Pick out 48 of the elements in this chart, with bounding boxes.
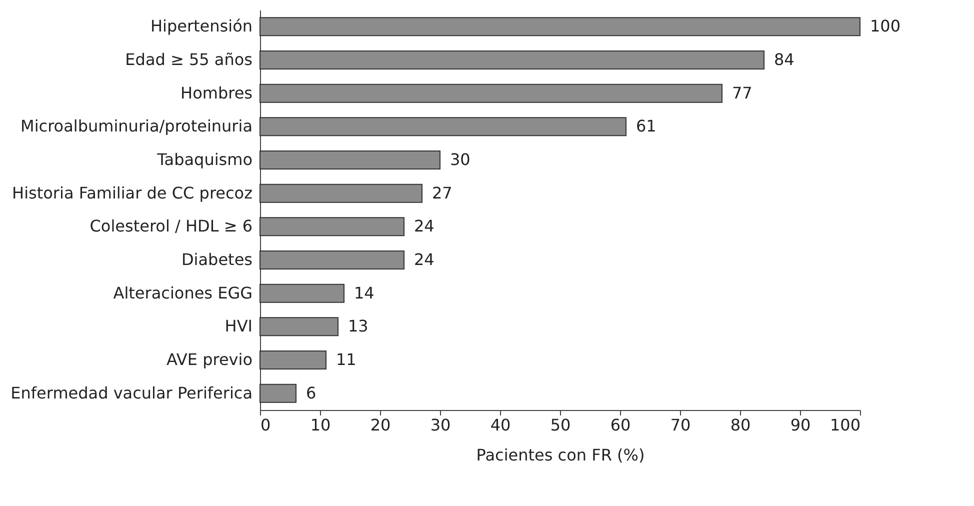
x-tick-label: 90: [790, 416, 811, 434]
bar: [260, 217, 404, 236]
x-tick-label: 10: [310, 416, 331, 434]
bar: [260, 184, 422, 203]
bar: [260, 50, 764, 70]
bar: [260, 150, 440, 170]
y-tick-label: Microalbuminuria/proteinuria: [20, 116, 252, 136]
y-tick-label: Historia Familiar de CC precoz: [12, 183, 252, 202]
data-label: 11: [336, 350, 356, 369]
x-tick-label: 20: [370, 416, 391, 434]
data-label: 24: [414, 250, 434, 269]
x-axis-title: Pacientes con FR (%): [476, 446, 645, 464]
x-tick-label: 50: [550, 416, 571, 434]
x-tick-label: 60: [610, 416, 631, 434]
x-tick-label: 30: [430, 416, 451, 434]
data-label: 13: [348, 316, 368, 336]
bar: [260, 17, 860, 36]
data-label: 84: [774, 50, 794, 69]
data-label: 27: [432, 183, 452, 202]
data-label: 24: [414, 216, 434, 236]
bar: [260, 250, 404, 270]
data-label: 61: [636, 116, 656, 136]
x-tick-label: 70: [670, 416, 691, 434]
data-label: 30: [450, 150, 470, 169]
data-label: 14: [354, 283, 374, 302]
x-tick-label: 40: [490, 416, 511, 434]
data-label: 77: [732, 83, 752, 102]
y-tick-label: Hipertensión: [150, 16, 252, 36]
y-tick-label: Alteraciones EGG: [113, 283, 252, 302]
data-label: 6: [306, 383, 316, 402]
bar: [260, 384, 296, 403]
data-label: 100: [870, 16, 901, 36]
x-tick-label: 0: [260, 416, 271, 434]
y-tick-label: Colesterol / HDL ≥ 6: [90, 216, 252, 236]
bar: [260, 317, 338, 336]
bar: [260, 84, 722, 103]
y-tick-label: Edad ≥ 55 años: [125, 50, 252, 69]
y-tick-label: Enfermedad vacular Periferica: [10, 383, 252, 402]
y-tick-label: Tabaquismo: [156, 150, 252, 169]
y-tick-label: Hombres: [180, 83, 252, 102]
x-tick-label: 100: [830, 416, 860, 434]
x-tick-label: 80: [730, 416, 751, 434]
bar: [260, 350, 326, 370]
y-tick-label: AVE previo: [166, 350, 252, 369]
bar: [260, 284, 344, 303]
y-tick-label: HVI: [224, 316, 252, 336]
y-tick-label: Diabetes: [181, 250, 252, 269]
bar: [260, 117, 626, 136]
